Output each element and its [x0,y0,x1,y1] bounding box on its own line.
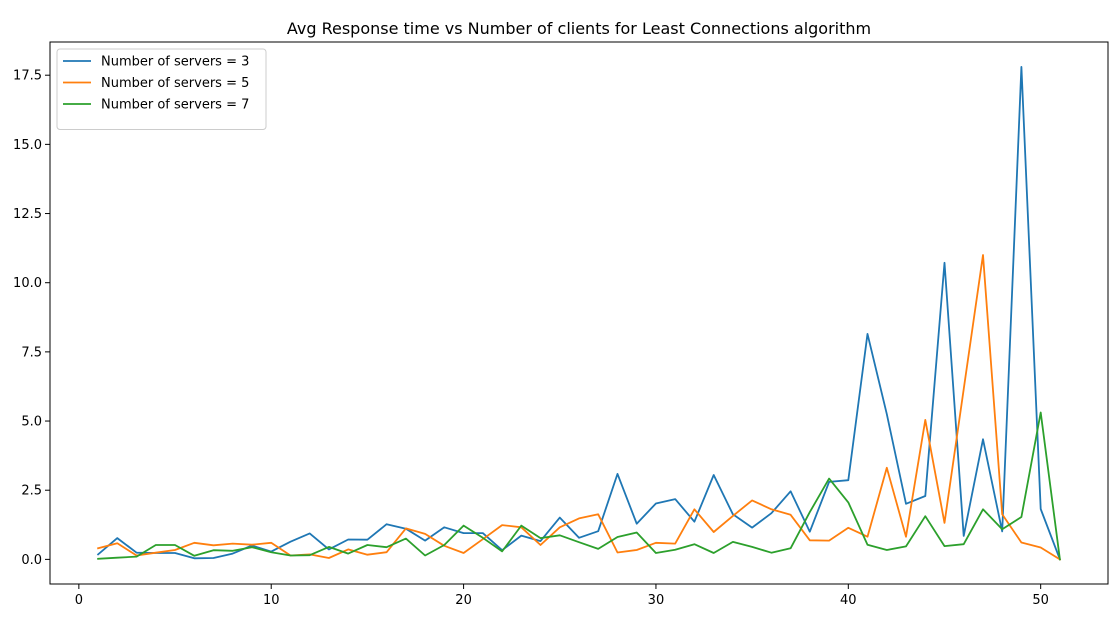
series-line-3 [97,411,1061,561]
legend-box [56,48,267,130]
y-tick-label: 17.5 [13,69,42,84]
x-tick-label: 50 [1032,593,1049,608]
x-tick-label: 10 [263,593,280,608]
series-line-1 [96,66,1062,561]
x-tick-label: 0 [75,593,83,608]
legend: Number of servers = 3 Number of servers =… [56,48,267,130]
y-tick-label: 12.5 [13,207,42,222]
legend-label: Number of servers = 5 [101,76,249,91]
legend-label: Number of servers = 3 [101,55,249,70]
y-tick-label: 0.0 [21,553,42,568]
x-tick-label: 20 [455,593,472,608]
axes-frame [49,41,1109,585]
x-tick-label: 40 [840,593,857,608]
plot-area: 0 10 20 30 40 50 0.0 2.5 5.0 7.5 10.0 12.5 15.0 17.5 [13,66,1062,608]
series-line-2 [97,254,1062,561]
x-tick-label: 30 [648,593,665,608]
y-tick-label: 7.5 [21,345,42,360]
y-tick-label: 10.0 [13,276,42,291]
legend-label: Number of servers = 7 [101,98,249,113]
y-tick-label: 15.0 [13,138,42,153]
chart-title: Avg Response time vs Number of clients f… [287,19,871,38]
y-tick-label: 5.0 [21,415,42,430]
y-tick-label: 2.5 [21,484,42,499]
